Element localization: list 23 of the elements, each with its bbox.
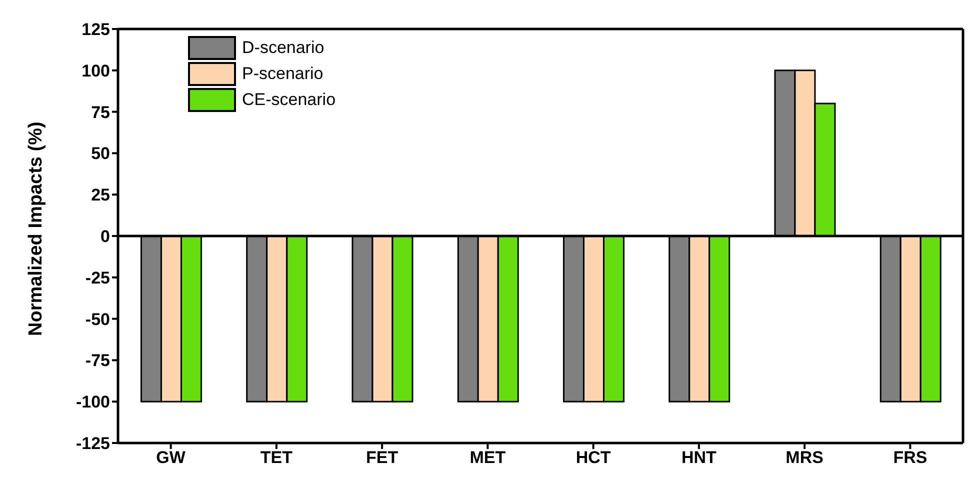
legend-label: D-scenario bbox=[242, 38, 324, 58]
x-tick-label: MET bbox=[470, 448, 506, 468]
y-tick-label: 125 bbox=[82, 20, 110, 40]
x-tick-label: TET bbox=[260, 448, 294, 468]
x-tick-label: FRS bbox=[893, 448, 928, 468]
y-tick-label: -100 bbox=[76, 392, 110, 412]
x-tick-label: HNT bbox=[681, 448, 718, 468]
y-tick-label: 100 bbox=[82, 61, 110, 80]
legend-label: P-scenario bbox=[242, 64, 324, 84]
y-tick-label: 50 bbox=[91, 144, 110, 164]
y-tick-label: -125 bbox=[76, 434, 110, 454]
y-tick-label: -50 bbox=[85, 310, 110, 329]
y-axis-title: Normalized Impacts (%) bbox=[26, 122, 47, 336]
x-tick-label: MRS bbox=[786, 448, 824, 468]
y-tick-label: -25 bbox=[85, 268, 110, 288]
y-tick-label: -75 bbox=[85, 351, 110, 370]
x-tick-label: HCT bbox=[576, 448, 612, 468]
y-tick-label: 75 bbox=[91, 102, 110, 122]
y-tick-label: 25 bbox=[91, 186, 110, 205]
legend-label: CE-scenario bbox=[242, 90, 336, 110]
y-tick-label: 0 bbox=[100, 227, 110, 246]
x-tick-label: FET bbox=[366, 448, 399, 468]
x-tick-label: GW bbox=[156, 448, 186, 468]
